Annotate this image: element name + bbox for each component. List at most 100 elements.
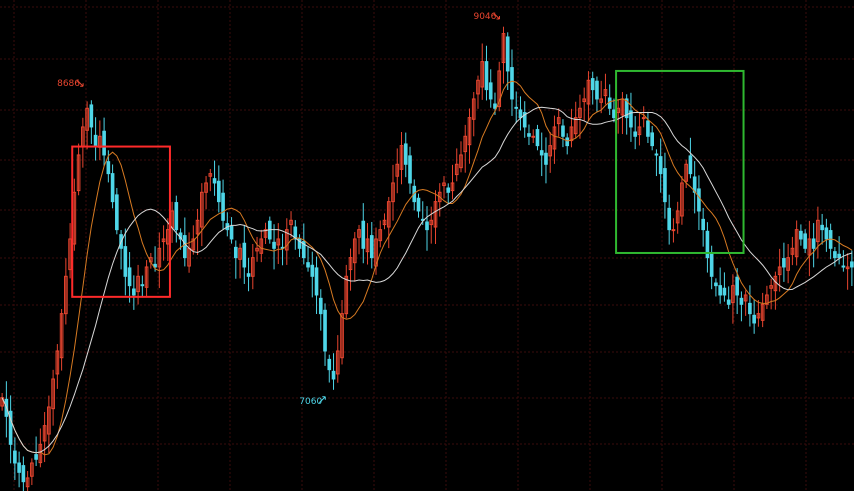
candle <box>722 272 727 302</box>
candle-body <box>799 230 803 240</box>
candle-body <box>442 182 446 187</box>
candle <box>480 43 485 100</box>
candle <box>658 138 663 193</box>
candle <box>187 232 191 273</box>
candle-body <box>518 109 523 119</box>
candle <box>629 92 633 142</box>
candle <box>136 264 140 305</box>
candle-body <box>748 302 752 315</box>
candle <box>620 92 625 135</box>
candle-body <box>216 180 221 203</box>
candle <box>153 246 157 272</box>
candle-body <box>335 350 340 375</box>
candle <box>416 193 421 218</box>
candle <box>510 49 514 116</box>
candle-body <box>161 238 166 243</box>
candle <box>263 222 268 245</box>
candle <box>47 395 51 454</box>
candle-body <box>514 106 519 109</box>
candle-body <box>284 229 289 251</box>
candle <box>531 129 536 144</box>
candle <box>246 257 251 292</box>
candle-body <box>820 224 824 231</box>
candle-body <box>493 103 497 109</box>
candle <box>824 218 829 252</box>
candle <box>72 178 77 251</box>
candle <box>348 248 353 291</box>
candle <box>314 256 319 315</box>
candle <box>637 113 642 146</box>
candle <box>395 148 400 194</box>
candle-body <box>756 313 761 319</box>
candle-body <box>845 266 850 270</box>
candle-body <box>331 370 336 380</box>
candle-body <box>667 207 671 231</box>
candle-body <box>276 238 281 246</box>
candle <box>820 213 824 245</box>
candle-body <box>488 82 493 100</box>
candle <box>208 168 213 192</box>
annotation-arrow <box>318 396 326 404</box>
candle <box>242 225 247 284</box>
candle-body <box>306 262 310 268</box>
candle-body <box>212 178 217 184</box>
candle <box>391 164 395 221</box>
candle-body <box>760 303 765 321</box>
candle-body <box>739 297 744 305</box>
candle <box>221 179 225 230</box>
candle <box>790 236 795 266</box>
candle <box>98 120 102 161</box>
candle-body <box>153 263 157 268</box>
candle-body <box>459 154 463 169</box>
candle-body <box>221 192 225 221</box>
candle <box>463 124 468 173</box>
candle-body <box>663 168 667 203</box>
candle-body <box>569 126 574 142</box>
candle-body <box>811 238 816 249</box>
candle-body <box>106 161 111 175</box>
candle <box>595 76 599 112</box>
candle <box>327 354 332 383</box>
candle <box>476 75 480 109</box>
candle-body <box>794 229 799 258</box>
candle-body <box>552 126 557 150</box>
candle-body <box>850 261 854 268</box>
candle <box>272 224 276 270</box>
candle <box>68 223 72 279</box>
candle-body <box>680 182 684 217</box>
candle <box>799 224 803 246</box>
candle <box>505 32 510 90</box>
candle <box>573 101 578 139</box>
candle-body <box>705 230 710 259</box>
candle <box>688 137 693 179</box>
candle <box>552 115 557 164</box>
candle-body <box>310 264 315 277</box>
candle-body <box>42 425 47 442</box>
candle <box>663 152 667 219</box>
candle <box>765 285 769 309</box>
candle-body <box>293 226 298 240</box>
candle <box>803 229 807 253</box>
candle-body <box>174 202 179 231</box>
candle <box>743 290 748 316</box>
candle <box>306 246 310 272</box>
candle-body <box>765 294 769 305</box>
candle-body <box>463 135 468 153</box>
candle-body <box>480 61 485 88</box>
candle-body <box>735 276 739 296</box>
candle-body <box>55 350 60 375</box>
candle-body <box>357 229 361 238</box>
candle <box>582 87 587 121</box>
candle <box>816 206 820 259</box>
candle-body <box>688 155 693 175</box>
candle <box>191 225 196 255</box>
candle-body <box>646 120 650 137</box>
candle <box>51 369 55 426</box>
candle <box>616 99 621 134</box>
candle-body <box>467 117 472 146</box>
candle <box>845 253 850 290</box>
candle <box>773 271 778 310</box>
candle-body <box>425 221 429 231</box>
candle-body <box>497 70 502 108</box>
candle-body <box>731 285 735 304</box>
